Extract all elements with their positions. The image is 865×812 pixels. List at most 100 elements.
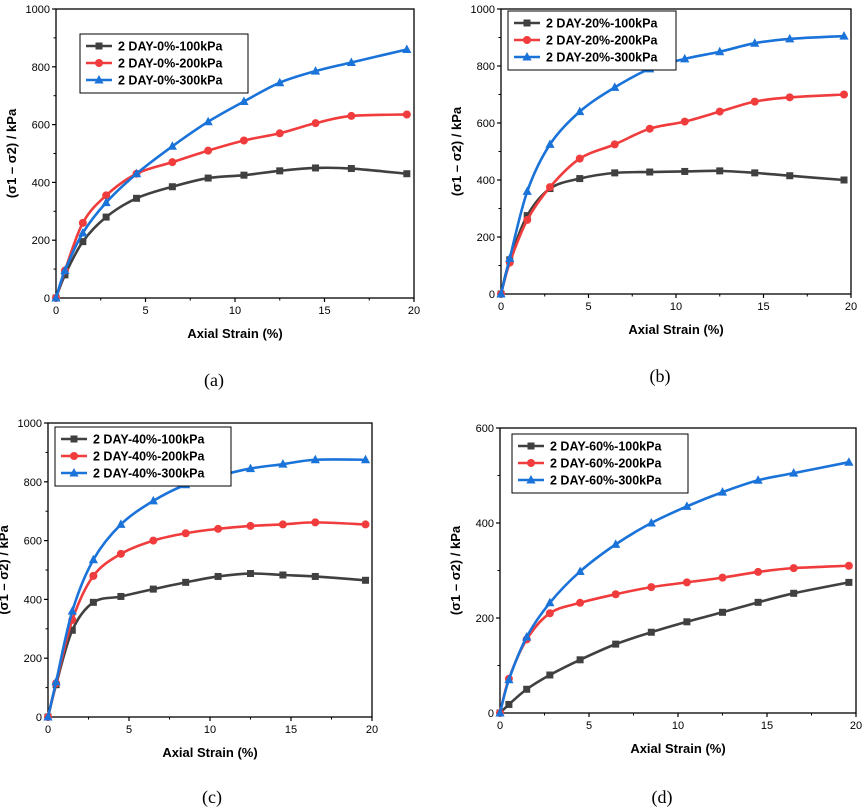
legend-label: 2 DAY-0%-100kPa [118, 40, 224, 54]
x-tick-label: 0 [498, 301, 504, 313]
y-tick-label: 800 [24, 477, 42, 489]
x-tick-label: 15 [285, 724, 297, 736]
y-tick-label: 600 [476, 423, 494, 435]
data-point [89, 598, 97, 606]
y-tick-label: 0 [36, 712, 42, 724]
data-point [754, 567, 763, 576]
x-tick-label: 15 [761, 720, 773, 732]
y-tick-label: 600 [32, 120, 50, 132]
data-point [680, 53, 690, 63]
data-point [522, 632, 532, 641]
data-point [311, 572, 319, 580]
legend-box [79, 33, 249, 94]
data-point [245, 463, 256, 473]
data-point [753, 475, 763, 484]
legend-label: 2 DAY-40%-100kPa [93, 433, 205, 447]
data-point [360, 454, 371, 464]
x-tick-label: 20 [366, 724, 378, 736]
panel-caption: (d) [652, 787, 673, 808]
data-point [715, 107, 724, 116]
data-point [347, 165, 355, 173]
data-point [60, 265, 70, 275]
y-tick-label: 200 [24, 653, 42, 665]
x-tick-label: 10 [204, 724, 216, 736]
legend-swatch-marker [70, 452, 78, 460]
data-point [214, 524, 223, 533]
data-point [149, 585, 157, 593]
legend-label: 2 DAY-20%-100kPa [546, 17, 658, 31]
data-point [168, 183, 176, 191]
data-point [168, 158, 177, 167]
data-point [214, 572, 222, 580]
x-tick-label: 5 [585, 301, 591, 313]
data-point [546, 183, 554, 192]
data-point [182, 578, 190, 586]
data-point [789, 468, 799, 477]
data-point [133, 194, 141, 202]
data-point [67, 606, 77, 615]
data-point [716, 167, 724, 175]
y-tick-label: 0 [488, 708, 494, 720]
data-point [346, 57, 356, 66]
data-point [247, 570, 254, 578]
data-point [611, 539, 621, 548]
data-point [101, 197, 111, 207]
legend-label: 2 DAY-60%-300kPa [550, 474, 662, 488]
x-tick-label: 0 [497, 720, 503, 732]
data-point [715, 46, 725, 56]
x-tick-label: 20 [850, 720, 862, 732]
panel-caption: (a) [204, 370, 224, 391]
data-point [785, 93, 794, 102]
y-tick-label: 600 [477, 118, 495, 130]
data-point [347, 111, 356, 120]
series-line [46, 572, 367, 719]
legend-box [511, 433, 689, 494]
legend-label: 2 DAY-60%-100kPa [550, 440, 662, 454]
data-point [116, 519, 126, 528]
data-point [102, 191, 111, 200]
data-point [204, 174, 212, 182]
data-point [646, 168, 654, 176]
legend-swatch-marker [70, 435, 78, 443]
data-point [680, 117, 689, 126]
data-point [789, 564, 798, 573]
legend-label: 2 DAY-0%-200kPa [118, 57, 224, 71]
x-tick-label: 5 [586, 720, 592, 732]
data-point [51, 676, 61, 686]
data-point [51, 293, 61, 302]
series-line [54, 113, 409, 300]
data-point [610, 140, 619, 149]
data-point [754, 598, 762, 606]
data-point [278, 459, 288, 468]
y-tick-label: 200 [32, 235, 50, 247]
data-point [505, 253, 515, 262]
data-point [78, 218, 87, 227]
data-point [362, 576, 370, 584]
data-point [611, 169, 619, 177]
y-tick-label: 200 [477, 232, 495, 244]
series-line [46, 521, 367, 719]
y-tick-label: 200 [476, 613, 494, 625]
legend-swatch-marker [527, 459, 535, 467]
data-point [545, 609, 554, 618]
y-tick-label: 400 [477, 175, 495, 187]
series-line [54, 166, 409, 300]
data-point [785, 33, 795, 43]
legend-swatch-marker [523, 36, 531, 44]
x-tick-label: 20 [845, 301, 857, 313]
data-point [611, 590, 620, 599]
panel-caption: (b) [650, 366, 671, 387]
data-point [545, 139, 555, 148]
data-point [681, 167, 689, 175]
data-point [495, 708, 505, 717]
data-point [844, 561, 853, 570]
x-tick-label: 5 [126, 724, 132, 736]
data-point [102, 213, 110, 221]
x-axis-label: Axial Strain (%) [630, 741, 725, 756]
data-point [683, 618, 691, 626]
data-point [845, 578, 853, 586]
data-point [523, 212, 531, 220]
data-point [278, 520, 287, 529]
data-point [750, 97, 759, 106]
